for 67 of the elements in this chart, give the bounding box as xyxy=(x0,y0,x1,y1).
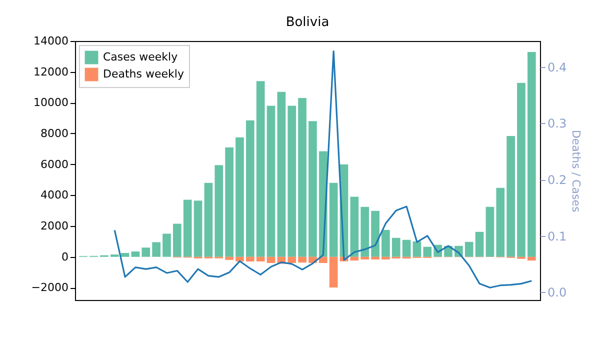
bar xyxy=(236,256,244,262)
y-tick-label: 0 xyxy=(62,250,68,264)
bar xyxy=(173,224,182,257)
bar xyxy=(412,241,422,257)
y-tick-label: 8000 xyxy=(40,127,68,140)
y2-tick-label: 0.3 xyxy=(548,116,567,131)
bar xyxy=(246,256,254,262)
bar xyxy=(423,246,432,257)
bar xyxy=(382,230,390,257)
bar xyxy=(298,256,306,263)
bar xyxy=(152,242,160,257)
y2-axis-title: Deaths / Cases xyxy=(570,130,583,212)
y-tick-label: 6000 xyxy=(40,158,68,171)
bar xyxy=(236,137,244,257)
bar xyxy=(298,98,306,257)
bar xyxy=(371,210,380,257)
bar xyxy=(288,106,296,257)
bar xyxy=(371,256,380,260)
bar xyxy=(506,136,515,257)
bar xyxy=(225,256,234,260)
bar xyxy=(256,256,265,262)
bar xyxy=(120,252,130,257)
y-tick-label: 12000 xyxy=(34,65,68,78)
bar xyxy=(517,82,526,257)
bar xyxy=(162,234,171,257)
bar xyxy=(350,256,359,261)
bar xyxy=(318,256,328,263)
bar xyxy=(246,120,254,257)
bar xyxy=(527,52,536,257)
bar xyxy=(194,200,202,257)
bar xyxy=(266,256,276,263)
y2-tick-label: 0.0 xyxy=(548,286,567,300)
bar xyxy=(475,232,484,257)
bar xyxy=(486,206,494,257)
legend-label: Cases weekly xyxy=(103,50,178,64)
bar xyxy=(266,106,276,257)
bar xyxy=(527,256,536,261)
bar xyxy=(214,165,224,257)
y2-tick-label: 0.2 xyxy=(548,173,567,188)
bar xyxy=(183,200,192,257)
legend-label: Deaths weekly xyxy=(103,68,184,80)
bar xyxy=(392,238,400,257)
y-tick-label: 14000 xyxy=(34,34,68,48)
bar xyxy=(402,240,411,257)
bar xyxy=(204,182,213,257)
bar xyxy=(464,242,474,257)
y2-tick-label: 0.1 xyxy=(548,229,567,244)
y-tick-label: −2000 xyxy=(31,281,68,294)
bar xyxy=(496,188,505,257)
bar xyxy=(277,92,286,257)
bar xyxy=(360,256,370,260)
y-tick-label: 2000 xyxy=(40,220,68,232)
bar xyxy=(360,206,370,257)
y-tick-label: 10000 xyxy=(34,96,68,110)
bar xyxy=(225,147,234,257)
chart-title: Bolivia xyxy=(286,15,330,30)
bar xyxy=(288,256,296,263)
bar xyxy=(329,256,338,288)
bar xyxy=(382,256,390,260)
bar xyxy=(142,248,150,257)
bar xyxy=(131,251,140,257)
bar xyxy=(350,196,359,257)
bar xyxy=(308,121,317,257)
y-tick-label: 4000 xyxy=(40,188,68,202)
bar xyxy=(256,81,265,257)
y2-tick-label: 0.4 xyxy=(548,60,567,74)
bar xyxy=(329,182,338,257)
